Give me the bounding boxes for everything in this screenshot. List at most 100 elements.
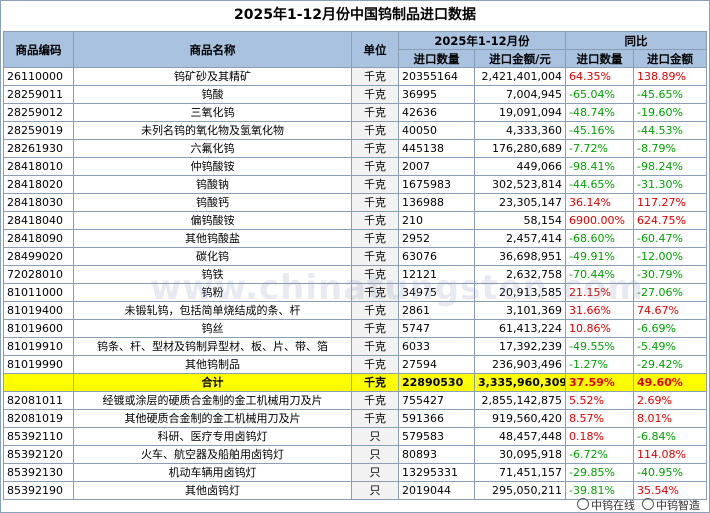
cell-code: 28418010 bbox=[3, 157, 74, 176]
cell-amount: 17,392,239 bbox=[473, 337, 567, 356]
cell-code: 28418020 bbox=[3, 175, 74, 194]
cell-name: 碳化钨 bbox=[73, 247, 352, 266]
cell-amount: 919,560,420 bbox=[473, 409, 567, 428]
cell-amount: 449,066 bbox=[473, 157, 567, 176]
header-row-1: 商品编码 商品名称 单位 2025年1-12月份 同比 bbox=[3, 31, 708, 68]
cell-code: 82081011 bbox=[3, 391, 74, 410]
cell-code: 81019990 bbox=[3, 355, 74, 374]
cell-yoy-qty: -65.04% bbox=[565, 85, 635, 104]
cell-qty: 13295331 bbox=[398, 463, 475, 482]
cell-unit: 只 bbox=[351, 463, 399, 482]
cell-unit: 千克 bbox=[351, 283, 399, 302]
cell-yoy-amount: -6.84% bbox=[633, 427, 708, 446]
cell-yoy-amount: -5.49% bbox=[633, 337, 708, 356]
cell-code bbox=[3, 373, 74, 392]
cell-yoy-amount: -40.95% bbox=[633, 463, 708, 482]
table-row: 28418020 钨酸钠 千克 1675983 302,523,814 -44.65% -3… bbox=[3, 175, 708, 194]
table-row: 82081019 其他硬质合金制的金工机械用刀及片 千克 591366 919,560,… bbox=[3, 409, 708, 428]
cell-name: 机动车辆用卤钨灯 bbox=[73, 463, 352, 482]
cell-yoy-amount: 35.54% bbox=[633, 481, 708, 500]
cell-code: 28499020 bbox=[3, 247, 74, 266]
footer-left: 中钨在线 bbox=[591, 499, 635, 512]
cell-yoy-amount: -19.60% bbox=[633, 103, 708, 122]
cell-qty: 136988 bbox=[398, 193, 475, 212]
cell-name: 其他钨制品 bbox=[73, 355, 352, 374]
cell-yoy-qty: -29.85% bbox=[565, 463, 635, 482]
cell-amount: 48,457,448 bbox=[473, 427, 567, 446]
cell-yoy-amount: 624.75% bbox=[633, 211, 708, 230]
header-period: 2025年1-12月份 bbox=[397, 31, 567, 50]
cell-code: 72028010 bbox=[3, 265, 74, 284]
cell-unit: 千克 bbox=[351, 301, 399, 320]
cell-code: 82081019 bbox=[3, 409, 74, 428]
cell-yoy-qty: -70.44% bbox=[565, 265, 635, 284]
cell-qty: 1675983 bbox=[398, 175, 475, 194]
cell-code: 85392190 bbox=[3, 481, 74, 500]
table-row: 81019910 钨条、杆、型材及钨制异型材、板、片、带、箔 千克 6033 17,39… bbox=[3, 337, 708, 356]
cell-yoy-amount: 49.60% bbox=[633, 373, 708, 392]
cell-unit: 千克 bbox=[351, 67, 399, 86]
cell-qty: 6033 bbox=[398, 337, 475, 356]
cell-code: 28418040 bbox=[3, 211, 74, 230]
table-row: 28259019 未列名钨的氧化物及氢氧化物 千克 40050 4,333,360 -45… bbox=[3, 121, 708, 140]
cell-name: 偏钨酸铵 bbox=[73, 211, 352, 230]
table-row: 81011000 钨粉 千克 34975 20,913,585 21.15% -27.06% bbox=[3, 283, 708, 302]
table-row: 81019400 未锻轧钨，包括简单烧结成的条、杆 千克 2861 3,101,369 3… bbox=[3, 301, 708, 320]
cell-code: 28259012 bbox=[3, 103, 74, 122]
cell-code: 28259019 bbox=[3, 121, 74, 140]
cell-amount: 19,091,094 bbox=[473, 103, 567, 122]
cell-amount: 36,698,951 bbox=[473, 247, 567, 266]
cell-qty: 2861 bbox=[398, 301, 475, 320]
cell-yoy-amount: 8.01% bbox=[633, 409, 708, 428]
cell-name: 三氧化钨 bbox=[73, 103, 352, 122]
cell-amount: 20,913,585 bbox=[473, 283, 567, 302]
table-row: 26110000 钨矿砂及其精矿 千克 20355164 2,421,401,004 64… bbox=[3, 67, 708, 86]
cell-yoy-qty: -98.41% bbox=[565, 157, 635, 176]
cell-name: 火车、航空器及船舶用卤钨灯 bbox=[73, 445, 352, 464]
cell-name: 合计 bbox=[73, 373, 352, 392]
cell-name: 钨丝 bbox=[73, 319, 352, 338]
cell-unit: 千克 bbox=[351, 355, 399, 374]
cell-name: 经镀或涂层的硬质合金制的金工机械用刀及片 bbox=[73, 391, 352, 410]
cell-yoy-amount: 2.69% bbox=[633, 391, 708, 410]
cell-code: 81011000 bbox=[3, 283, 74, 302]
cell-yoy-qty: -39.81% bbox=[565, 481, 635, 500]
cell-code: 26110000 bbox=[3, 67, 74, 86]
header-name: 商品名称 bbox=[73, 31, 352, 68]
cell-yoy-amount: -31.30% bbox=[633, 175, 708, 194]
cell-yoy-amount: -60.47% bbox=[633, 229, 708, 248]
cell-yoy-amount: -45.65% bbox=[633, 85, 708, 104]
table-row: 82081011 经镀或涂层的硬质合金制的金工机械用刀及片 千克 755427 2,85… bbox=[3, 391, 708, 410]
cell-code: 28259011 bbox=[3, 85, 74, 104]
cell-amount: 2,632,758 bbox=[473, 265, 567, 284]
cell-code: 81019600 bbox=[3, 319, 74, 338]
cell-yoy-qty: 0.18% bbox=[565, 427, 635, 446]
cell-qty: 755427 bbox=[398, 391, 475, 410]
cell-unit: 只 bbox=[351, 481, 399, 500]
cell-amount: 4,333,360 bbox=[473, 121, 567, 140]
cell-name: 未列名钨的氧化物及氢氧化物 bbox=[73, 121, 352, 140]
table-row: 72028010 钨铁 千克 12121 2,632,758 -70.44% -30.79% bbox=[3, 265, 708, 284]
cell-code: 28261930 bbox=[3, 139, 74, 158]
table-row: 28259012 三氧化钨 千克 42636 19,091,094 -48.74% -19.… bbox=[3, 103, 708, 122]
cell-code: 85392110 bbox=[3, 427, 74, 446]
cell-qty: 5747 bbox=[398, 319, 475, 338]
copyright-icon bbox=[577, 498, 589, 510]
cell-yoy-amount: 117.27% bbox=[633, 193, 708, 212]
table-row: 28418090 其他钨酸盐 千克 2952 2,457,414 -68.60% -60.4… bbox=[3, 229, 708, 248]
cell-unit: 千克 bbox=[351, 157, 399, 176]
cell-yoy-qty: -44.65% bbox=[565, 175, 635, 194]
table-row: 85392190 其他卤钨灯只 2019044 295,050,211 -39.81% 3… bbox=[3, 481, 708, 500]
total-row: 合计 千克 22890530 3,335,960,309 37.59% 49.60% bbox=[3, 373, 708, 392]
cell-yoy-amount: -30.79% bbox=[633, 265, 708, 284]
cell-yoy-qty: -6.72% bbox=[565, 445, 635, 464]
cell-amount: 236,903,496 bbox=[473, 355, 567, 374]
cell-yoy-qty: -45.16% bbox=[565, 121, 635, 140]
cell-code: 81019910 bbox=[3, 337, 74, 356]
cell-yoy-qty: -1.27% bbox=[565, 355, 635, 374]
cell-name: 钨酸钠 bbox=[73, 175, 352, 194]
cell-amount: 3,101,369 bbox=[473, 301, 567, 320]
cell-amount: 71,451,157 bbox=[473, 463, 567, 482]
cell-qty: 27594 bbox=[398, 355, 475, 374]
cell-unit: 只 bbox=[351, 427, 399, 446]
